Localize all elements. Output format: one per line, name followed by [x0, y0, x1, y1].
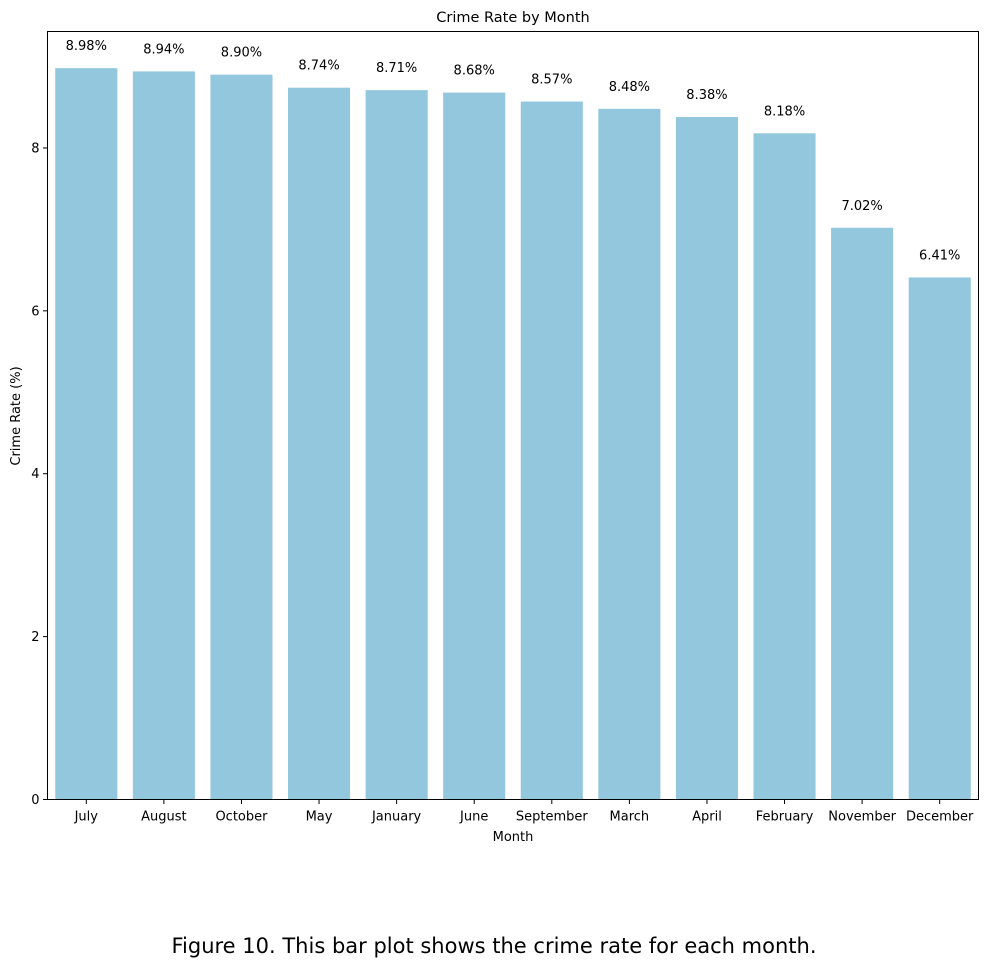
x-tick-label: April [692, 810, 722, 825]
x-tick-label: November [828, 810, 896, 825]
bar-january [365, 90, 428, 800]
bar-november [831, 227, 894, 800]
data-label-november: 7.02% [841, 199, 882, 214]
figure-caption: Figure 10. This bar plot shows the crime… [171, 934, 817, 958]
y-axis: 0 2 4 6 8 [31, 141, 48, 808]
y-tick-label: 2 [31, 630, 39, 645]
data-label-september: 8.57% [531, 73, 572, 88]
x-tick-label: February [756, 810, 814, 825]
x-tick-label: May [306, 810, 333, 825]
data-label-june: 8.68% [454, 64, 495, 79]
data-label-may: 8.74% [298, 59, 339, 74]
chart-title: Crime Rate by Month [436, 10, 589, 26]
data-label-march: 8.48% [609, 80, 650, 95]
bar-september [520, 101, 583, 800]
data-label-december: 6.41% [919, 248, 960, 263]
x-tick-label: January [371, 810, 422, 825]
data-label-february: 8.18% [764, 104, 805, 119]
bar-june [443, 92, 506, 800]
data-label-april: 8.38% [686, 88, 727, 103]
y-tick-label: 0 [31, 793, 39, 808]
y-axis-label: Crime Rate (%) [9, 366, 24, 465]
plot-frame [47, 31, 979, 800]
x-tick-label: March [610, 810, 650, 825]
bar-july [55, 68, 118, 800]
bar-april [675, 117, 738, 800]
bar-december [908, 277, 971, 800]
y-tick-label: 4 [31, 467, 39, 482]
x-axis: July August October May January June September… [74, 799, 974, 825]
bar-chart: Crime Rate by Month 8.98% 8.94% 8.90% 8.74%… [9, 10, 979, 845]
bar-march [598, 108, 661, 800]
x-axis-label: Month [493, 830, 534, 845]
x-tick-label: June [459, 810, 488, 825]
bar-august [132, 71, 195, 800]
x-tick-label: October [215, 810, 268, 825]
y-tick-label: 6 [31, 304, 39, 319]
data-label-october: 8.90% [221, 46, 262, 61]
bar-may [288, 87, 351, 800]
bar-february [753, 133, 816, 800]
y-tick-label: 8 [31, 141, 39, 156]
bars-layer [55, 68, 971, 800]
data-label-july: 8.98% [66, 39, 107, 54]
x-tick-label: July [74, 810, 99, 825]
x-tick-label: August [141, 810, 187, 825]
data-labels-layer: 8.98% 8.94% 8.90% 8.74% 8.71% 8.68% 8.57% 8.48%… [66, 39, 961, 263]
x-tick-label: September [516, 810, 589, 825]
x-tick-label: December [906, 810, 974, 825]
data-label-january: 8.71% [376, 61, 417, 76]
data-label-august: 8.94% [143, 42, 184, 57]
bar-october [210, 74, 273, 800]
